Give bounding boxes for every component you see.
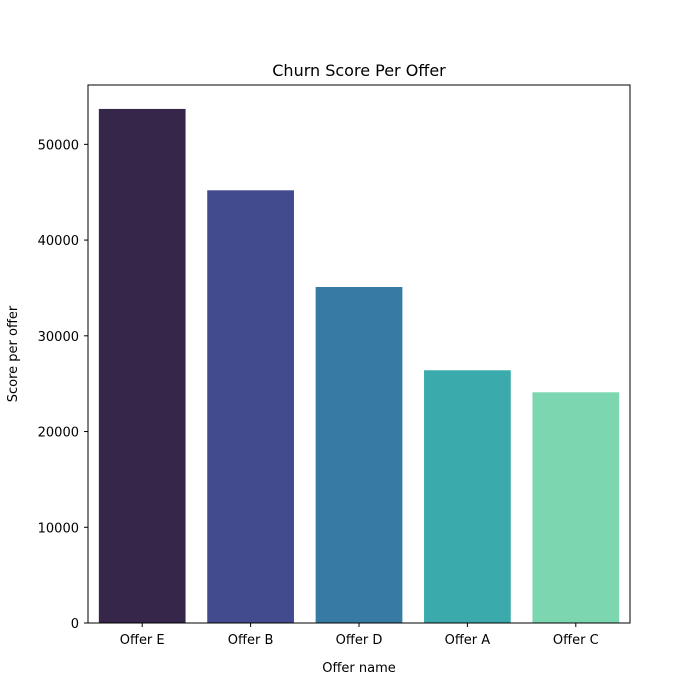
x-axis: Offer E Offer B Offer D Offer A Offer C [120, 623, 599, 648]
x-tick-label: Offer C [553, 633, 599, 648]
bar-offer-e [98, 108, 186, 624]
bar-offer-d [315, 286, 403, 623]
y-tick-label: 40000 [38, 234, 79, 249]
x-tick-label: Offer E [120, 633, 165, 648]
x-tick-label: Offer D [336, 633, 383, 648]
y-tick-label: 50000 [38, 138, 79, 153]
y-tick-label: 10000 [38, 521, 79, 536]
bar-offer-c [532, 392, 620, 623]
bar-offer-b [207, 190, 294, 623]
y-axis-label: Score per offer [6, 305, 21, 402]
y-tick-label: 0 [71, 617, 79, 632]
bar-offer-a [424, 370, 511, 623]
bars-group [98, 108, 620, 624]
x-tick-label: Offer B [228, 633, 274, 648]
x-tick-label: Offer A [445, 633, 491, 648]
y-tick-label: 20000 [38, 426, 79, 441]
y-axis: 0 10000 20000 30000 40000 50000 [38, 138, 88, 632]
x-axis-label: Offer name [322, 661, 396, 676]
chart-title: Churn Score Per Offer [272, 61, 446, 80]
y-tick-label: 30000 [38, 330, 79, 345]
